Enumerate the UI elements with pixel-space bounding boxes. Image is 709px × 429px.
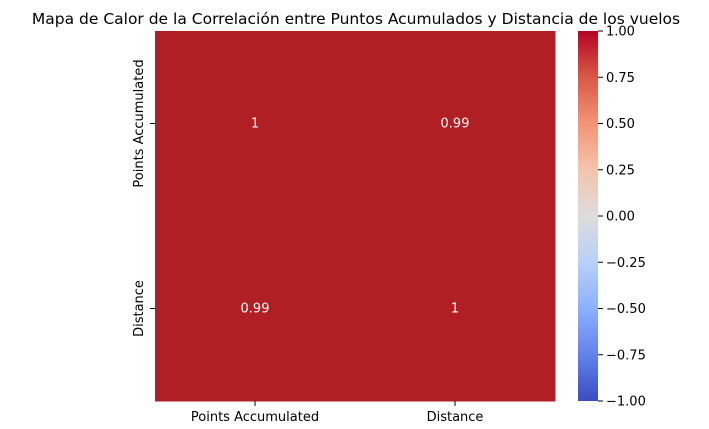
heatmap-cell-label: 1: [451, 302, 459, 317]
heatmap-annotations: 1 0.99 0.99 1: [241, 117, 470, 317]
colorbar-tick-label: −0.50: [606, 302, 646, 317]
x-tick-label: Distance: [427, 410, 484, 425]
y-axis: Points Accumulated Distance: [132, 59, 155, 337]
colorbar-tick-label: −0.75: [606, 348, 646, 363]
colorbar-tick-label: 1.00: [606, 25, 635, 40]
colorbar-ticks: 1.00 0.75 0.50 0.25 0.00 −0.25 −0.50 −0.75 −1.00: [598, 25, 646, 410]
colorbar-tick-label: 0.25: [606, 163, 635, 178]
chart-title: Mapa de Calor de la Correlación entre Pu…: [32, 10, 680, 28]
heatmap-cell: [155, 216, 356, 402]
colorbar-tick-label: −0.25: [606, 256, 646, 271]
heatmap-cells: [155, 31, 556, 402]
heatmap-cell-label: 1: [251, 117, 259, 132]
heatmap-cell: [355, 31, 556, 217]
x-axis: Points Accumulated Distance: [191, 401, 484, 425]
colorbar-tick-label: 0.50: [606, 117, 635, 132]
x-tick-label: Points Accumulated: [191, 410, 319, 425]
colorbar-tick-label: 0.00: [606, 210, 635, 225]
heatmap-cell: [355, 216, 556, 402]
heatmap-cell-label: 0.99: [241, 302, 270, 317]
colorbar-tick-label: −1.00: [606, 395, 646, 410]
colorbar-gradient: [578, 31, 598, 401]
heatmap-cell: [155, 31, 356, 217]
y-tick-label: Points Accumulated: [132, 59, 147, 187]
y-tick-label: Distance: [132, 280, 147, 337]
colorbar: 1.00 0.75 0.50 0.25 0.00 −0.25 −0.50 −0.75 −1.00: [578, 25, 646, 410]
colorbar-tick-label: 0.75: [606, 71, 635, 86]
heatmap-cell-label: 0.99: [441, 117, 470, 132]
